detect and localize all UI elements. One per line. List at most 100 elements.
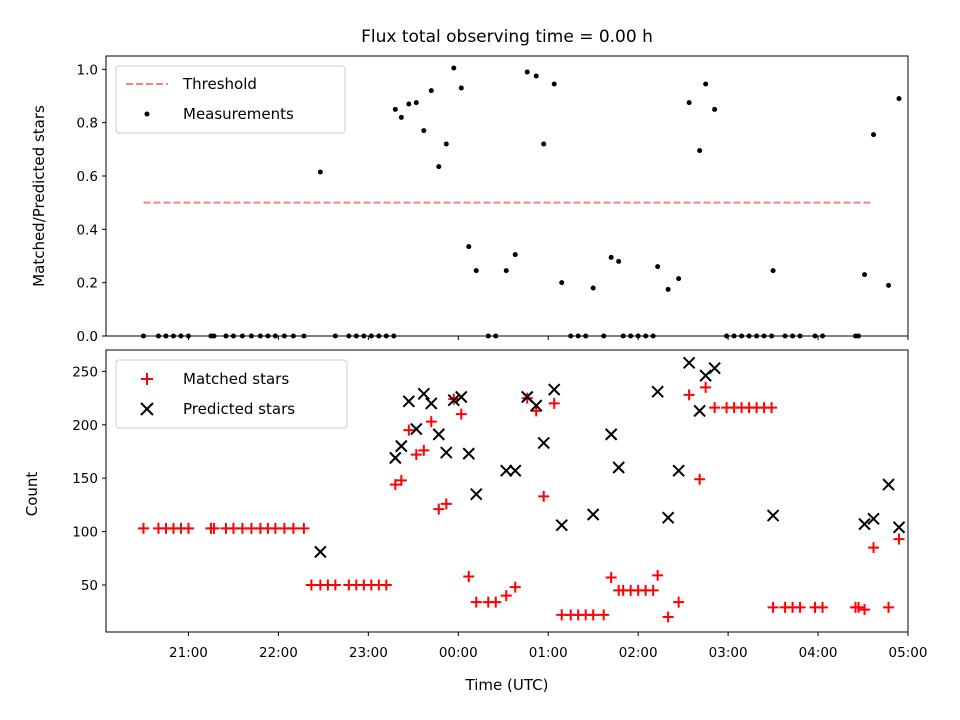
measurement-point — [896, 96, 902, 102]
matched-point — [794, 601, 806, 613]
predicted-point — [389, 451, 402, 465]
top-ytick-label: 1.0 — [77, 62, 98, 78]
measurement-point — [317, 169, 323, 175]
legend-threshold-label: Threshold — [182, 75, 257, 93]
matched-point — [893, 533, 905, 545]
measurement-point — [413, 100, 419, 106]
matched-point — [598, 609, 610, 621]
matched-point — [647, 584, 659, 596]
predicted-point — [395, 439, 408, 453]
measurement-point — [686, 100, 692, 106]
bottom-xtick-label: 00:00 — [439, 645, 478, 661]
matched-point — [587, 609, 599, 621]
matched-point — [389, 479, 401, 491]
measurement-point — [421, 128, 427, 134]
matched-point — [433, 503, 445, 515]
matched-point — [490, 596, 502, 608]
bottom-ytick-label: 250 — [72, 364, 98, 380]
matched-point — [767, 601, 779, 613]
predicted-point — [672, 464, 685, 477]
predicted-point — [867, 512, 880, 525]
predicted-point — [586, 508, 600, 521]
matched-point — [673, 596, 685, 608]
bottom-ytick-label: 50 — [81, 578, 98, 594]
predicted-point — [766, 509, 780, 522]
bottom-xlabel: Time (UTC) — [465, 676, 549, 694]
bottom-ytick-label: 150 — [72, 471, 98, 487]
matched-point — [329, 579, 341, 591]
bottom-plot: 50 100 150 200 250 21:00 22:00 23:00 00:00 01:00… — [23, 349, 928, 694]
measurement-point — [559, 280, 565, 286]
measurement-point — [590, 285, 596, 291]
measurement-point — [665, 286, 671, 292]
matched-point — [859, 604, 871, 616]
predicted-point — [537, 436, 550, 450]
predicted-point — [892, 521, 906, 534]
top-legend: Threshold Measurements — [115, 65, 346, 134]
top-ylabel: Matched/Predicted stars — [30, 105, 48, 287]
matched-point — [548, 397, 560, 409]
legend-predicted-label: Predicted stars — [183, 400, 295, 418]
matched-point — [700, 381, 712, 393]
measurement-point — [862, 272, 868, 278]
measurement-point — [451, 65, 457, 71]
measurement-point — [443, 141, 449, 147]
bottom-xtick-label: 05:00 — [889, 645, 928, 661]
bottom-xtick-label: 23:00 — [349, 645, 388, 661]
legend-matched-marker — [141, 373, 153, 385]
predicted-point — [314, 545, 327, 559]
matched-point — [298, 522, 310, 534]
predicted-point — [417, 387, 431, 401]
matched-point — [883, 601, 895, 613]
bottom-xtick-label: 03:00 — [709, 645, 748, 661]
measurement-point — [503, 268, 509, 274]
top-ytick-label: 0.8 — [77, 116, 98, 132]
matched-point — [410, 449, 422, 461]
legend-predicted-marker — [140, 402, 154, 416]
measurement-point — [466, 244, 472, 250]
predicted-point — [425, 397, 438, 410]
matched-point — [694, 473, 706, 485]
matched-point — [509, 581, 521, 593]
predicted-point — [509, 464, 522, 477]
bottom-plot-frame — [105, 349, 909, 633]
predicted-point — [699, 369, 712, 382]
bottom-xtick-label: 22:00 — [259, 645, 298, 661]
predicted-point — [858, 517, 871, 531]
matched-point — [709, 402, 721, 414]
legend-matched-label: Matched stars — [183, 370, 289, 388]
bottom-xtick-label: 04:00 — [799, 645, 838, 661]
matched-point — [287, 522, 299, 534]
predicted-point — [882, 478, 895, 491]
bottom-xtick-label: 01:00 — [529, 645, 568, 661]
predicted-point — [693, 404, 706, 418]
predicted-point — [548, 383, 561, 396]
measurement-point — [533, 73, 539, 79]
predicted-point — [402, 395, 416, 408]
legend-measurements-label: Measurements — [183, 105, 294, 123]
bottom-xtick-label: 02:00 — [619, 645, 658, 661]
measurement-point — [886, 282, 892, 288]
bottom-ytick-label: 200 — [72, 418, 98, 434]
measurement-point — [676, 276, 682, 282]
matched-point — [137, 522, 149, 534]
predicted-point — [661, 511, 675, 524]
predicted-point — [455, 390, 468, 404]
matched-point — [380, 579, 392, 591]
predicted-point — [682, 356, 696, 370]
bottom-legend: Matched stars Predicted stars — [115, 359, 348, 429]
top-ytick-label: 0.6 — [77, 169, 98, 185]
measurement-point — [712, 106, 718, 112]
measurement-point — [655, 264, 661, 270]
matched-point — [403, 424, 415, 436]
predicted-point — [555, 518, 568, 532]
predicted-point — [612, 461, 625, 474]
measurement-point — [524, 69, 530, 75]
top-ytick-label: 0.4 — [77, 222, 98, 238]
predicted-point — [462, 447, 475, 460]
matched-point — [662, 611, 674, 623]
measurement-point — [436, 164, 442, 170]
matched-point — [766, 402, 778, 414]
matched-point — [652, 569, 664, 581]
